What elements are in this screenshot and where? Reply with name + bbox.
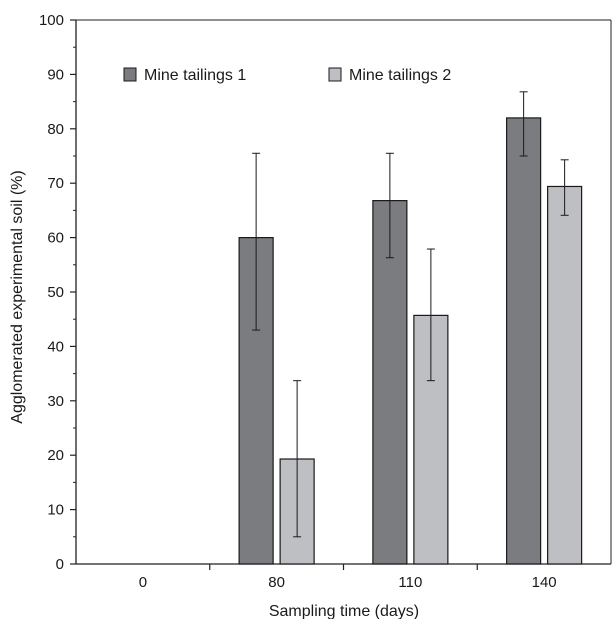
- legend-swatch-1: [123, 67, 137, 82]
- bar-2-140: [547, 185, 583, 565]
- y-tick-label: 50: [47, 284, 64, 301]
- y-axis-label: Agglomerated experimental soil (%): [9, 170, 26, 423]
- axes: 0 10 20 30 40 50 60 70 80 90 100 0 80 110 140: [39, 12, 612, 591]
- y-tick-label: 10: [47, 502, 64, 519]
- error-bars: [252, 91, 569, 538]
- y-tick-label: 60: [47, 230, 64, 247]
- y-tick-label: 0: [56, 556, 64, 573]
- y-tick-label: 30: [47, 393, 64, 410]
- y-tick-label: 100: [39, 12, 64, 29]
- x-tick-label: 80: [268, 574, 285, 591]
- y-tick-label: 70: [47, 175, 64, 192]
- bar-1-140: [506, 117, 542, 565]
- bars: [238, 117, 583, 565]
- x-tick-label: 140: [532, 574, 557, 591]
- y-tick-label: 40: [47, 338, 64, 355]
- y-tick-label: 90: [47, 66, 64, 83]
- legend-label-2: Mine tailings 2: [349, 67, 451, 84]
- y-tick-label: 80: [47, 121, 64, 138]
- x-tick-label: 0: [139, 574, 147, 591]
- bar-1-110: [372, 200, 408, 565]
- x-tick-label: 110: [398, 574, 422, 591]
- legend-swatch-2: [328, 67, 342, 82]
- x-axis-label: Sampling time (days): [269, 603, 419, 619]
- y-tick-label: 20: [47, 447, 64, 464]
- legend: Mine tailings 1 Mine tailings 2: [123, 67, 451, 84]
- legend-label-1: Mine tailings 1: [144, 67, 246, 84]
